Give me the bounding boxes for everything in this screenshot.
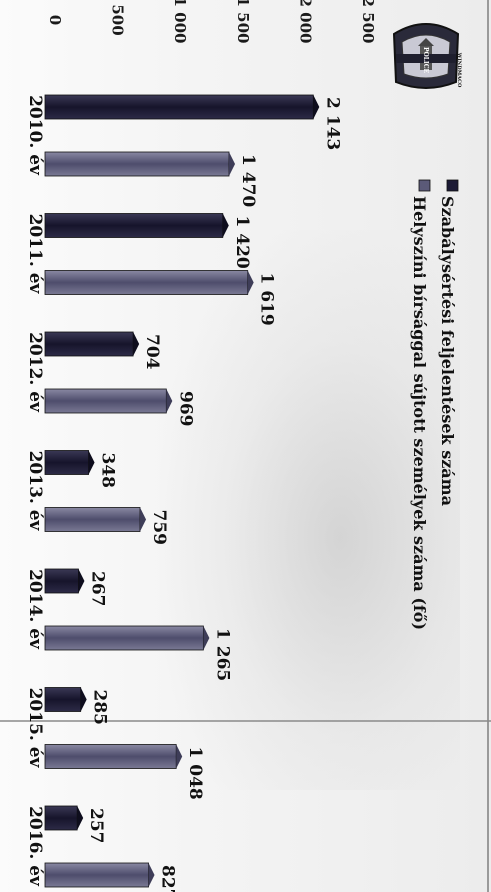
bar-end-cap — [176, 744, 183, 769]
category-label: 2014. év — [25, 569, 45, 650]
bar-end-cap — [229, 152, 236, 176]
bar-helyszini-birsag — [44, 744, 177, 769]
legend-swatch — [446, 179, 459, 192]
bar-value-label: 285 — [90, 690, 110, 726]
bar-end-cap — [88, 450, 95, 475]
bar-value-label: 1 420 — [232, 216, 252, 269]
logo-top-text: WINDMACO — [456, 52, 462, 88]
value-tick-label: 2 500 — [359, 0, 377, 43]
legend-label: Helyszíni bírsággal sújtott személyek sz… — [410, 196, 429, 630]
bar-end-cap — [77, 806, 84, 830]
category-labels-group: 2010. év 2011. év 2012. év 2013. év 2014. év… — [25, 95, 45, 887]
bar-value-label: 704 — [142, 334, 162, 370]
legend-swatch — [418, 179, 431, 192]
bar-value-label: 1 619 — [257, 273, 277, 326]
bar-end-cap — [140, 507, 147, 532]
bar-helyszini-birsag — [44, 270, 249, 295]
bar-end-cap — [78, 569, 85, 593]
bar-end-cap — [133, 332, 140, 356]
bar-end-cap — [247, 270, 254, 295]
category-label: 2011. év — [25, 214, 45, 295]
bar-helyszini-birsag — [44, 388, 167, 414]
value-axis: 0 500 1 000 1 500 2 000 2 500 — [46, 0, 377, 43]
category-label: 2012. év — [25, 332, 45, 413]
bars-group — [44, 94, 320, 888]
bar-value-label: 759 — [149, 510, 169, 546]
category-label: 2016. év — [25, 806, 45, 887]
bar-feljelentesek — [44, 331, 134, 357]
category-label: 2010. év — [25, 95, 45, 176]
bar-end-cap — [80, 687, 87, 712]
bar-end-cap — [222, 213, 229, 238]
category-label: 2013. év — [25, 451, 45, 532]
bar-value-label: 267 — [87, 571, 107, 607]
legend: Szabálysértési feljelentések száma Helysz… — [410, 179, 459, 630]
bar-value-label: 827 — [158, 865, 178, 892]
logo-band-text: POLICE — [422, 47, 429, 74]
bar-value-label: 2 143 — [322, 97, 342, 150]
bar-helyszini-birsag — [44, 151, 230, 177]
bar-value-label: 1 048 — [185, 747, 205, 800]
value-tick-label: 1 500 — [234, 0, 252, 43]
bar-value-label: 1 265 — [212, 628, 232, 681]
bar-value-label: 348 — [98, 453, 118, 489]
bar-feljelentesek — [44, 94, 314, 120]
bar-value-label: 969 — [175, 391, 195, 427]
value-tick-label: 500 — [109, 4, 127, 35]
value-labels-group: 2 143 1 420 704 348 267 285 257 1 470 1 619 969 75… — [86, 97, 342, 892]
bar-end-cap — [148, 863, 155, 887]
bar-end-cap — [313, 95, 320, 119]
value-tick-label: 0 — [46, 15, 64, 25]
bar-feljelentesek — [44, 568, 79, 594]
category-label: 2015. év — [25, 688, 45, 769]
bar-feljelentesek — [44, 687, 82, 712]
bar-feljelentesek — [44, 213, 224, 238]
value-tick-label: 2 000 — [296, 0, 314, 43]
value-tick-label: 1 000 — [171, 0, 189, 43]
bar-helyszini-birsag — [44, 625, 204, 651]
bar-helyszini-birsag — [44, 862, 149, 888]
bar-end-cap — [166, 389, 173, 413]
police-badge-icon: POLICE WINDMACO — [392, 23, 462, 89]
bar-feljelentesek — [44, 805, 78, 831]
bar-value-label: 257 — [86, 808, 106, 844]
background-building-photo — [160, 230, 460, 790]
bar-feljelentesek — [44, 450, 89, 475]
bar-value-label: 1 470 — [238, 154, 258, 207]
bar-end-cap — [203, 626, 210, 650]
legend-label: Szabálysértési feljelentések száma — [438, 196, 457, 506]
bar-helyszini-birsag — [44, 507, 141, 532]
